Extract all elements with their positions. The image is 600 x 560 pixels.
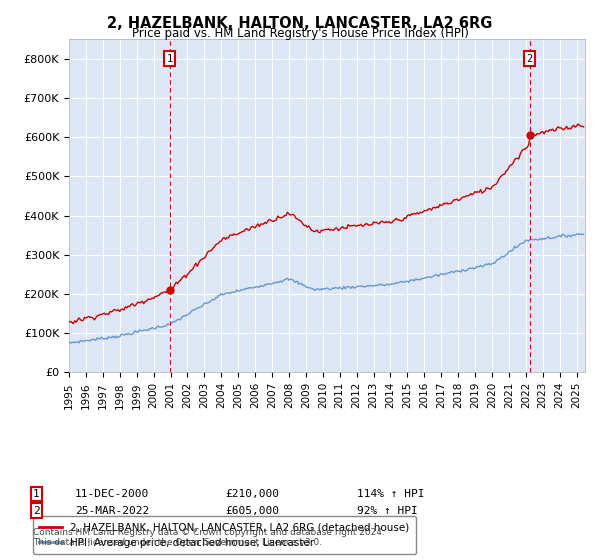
Text: £605,000: £605,000 [225,506,279,516]
Text: 2: 2 [526,54,533,64]
Text: 2: 2 [33,506,40,516]
Text: Contains HM Land Registry data © Crown copyright and database right 2024.
This d: Contains HM Land Registry data © Crown c… [33,528,385,547]
Text: 2, HAZELBANK, HALTON, LANCASTER, LA2 6RG: 2, HAZELBANK, HALTON, LANCASTER, LA2 6RG [107,16,493,31]
Legend: 2, HAZELBANK, HALTON, LANCASTER, LA2 6RG (detached house), HPI: Average price, d: 2, HAZELBANK, HALTON, LANCASTER, LA2 6RG… [33,516,416,554]
Text: 1: 1 [33,489,40,499]
Text: £210,000: £210,000 [225,489,279,499]
Text: 114% ↑ HPI: 114% ↑ HPI [357,489,425,499]
Text: 11-DEC-2000: 11-DEC-2000 [75,489,149,499]
Text: 25-MAR-2022: 25-MAR-2022 [75,506,149,516]
Text: 1: 1 [167,54,173,64]
Text: 92% ↑ HPI: 92% ↑ HPI [357,506,418,516]
Text: Price paid vs. HM Land Registry's House Price Index (HPI): Price paid vs. HM Land Registry's House … [131,27,469,40]
